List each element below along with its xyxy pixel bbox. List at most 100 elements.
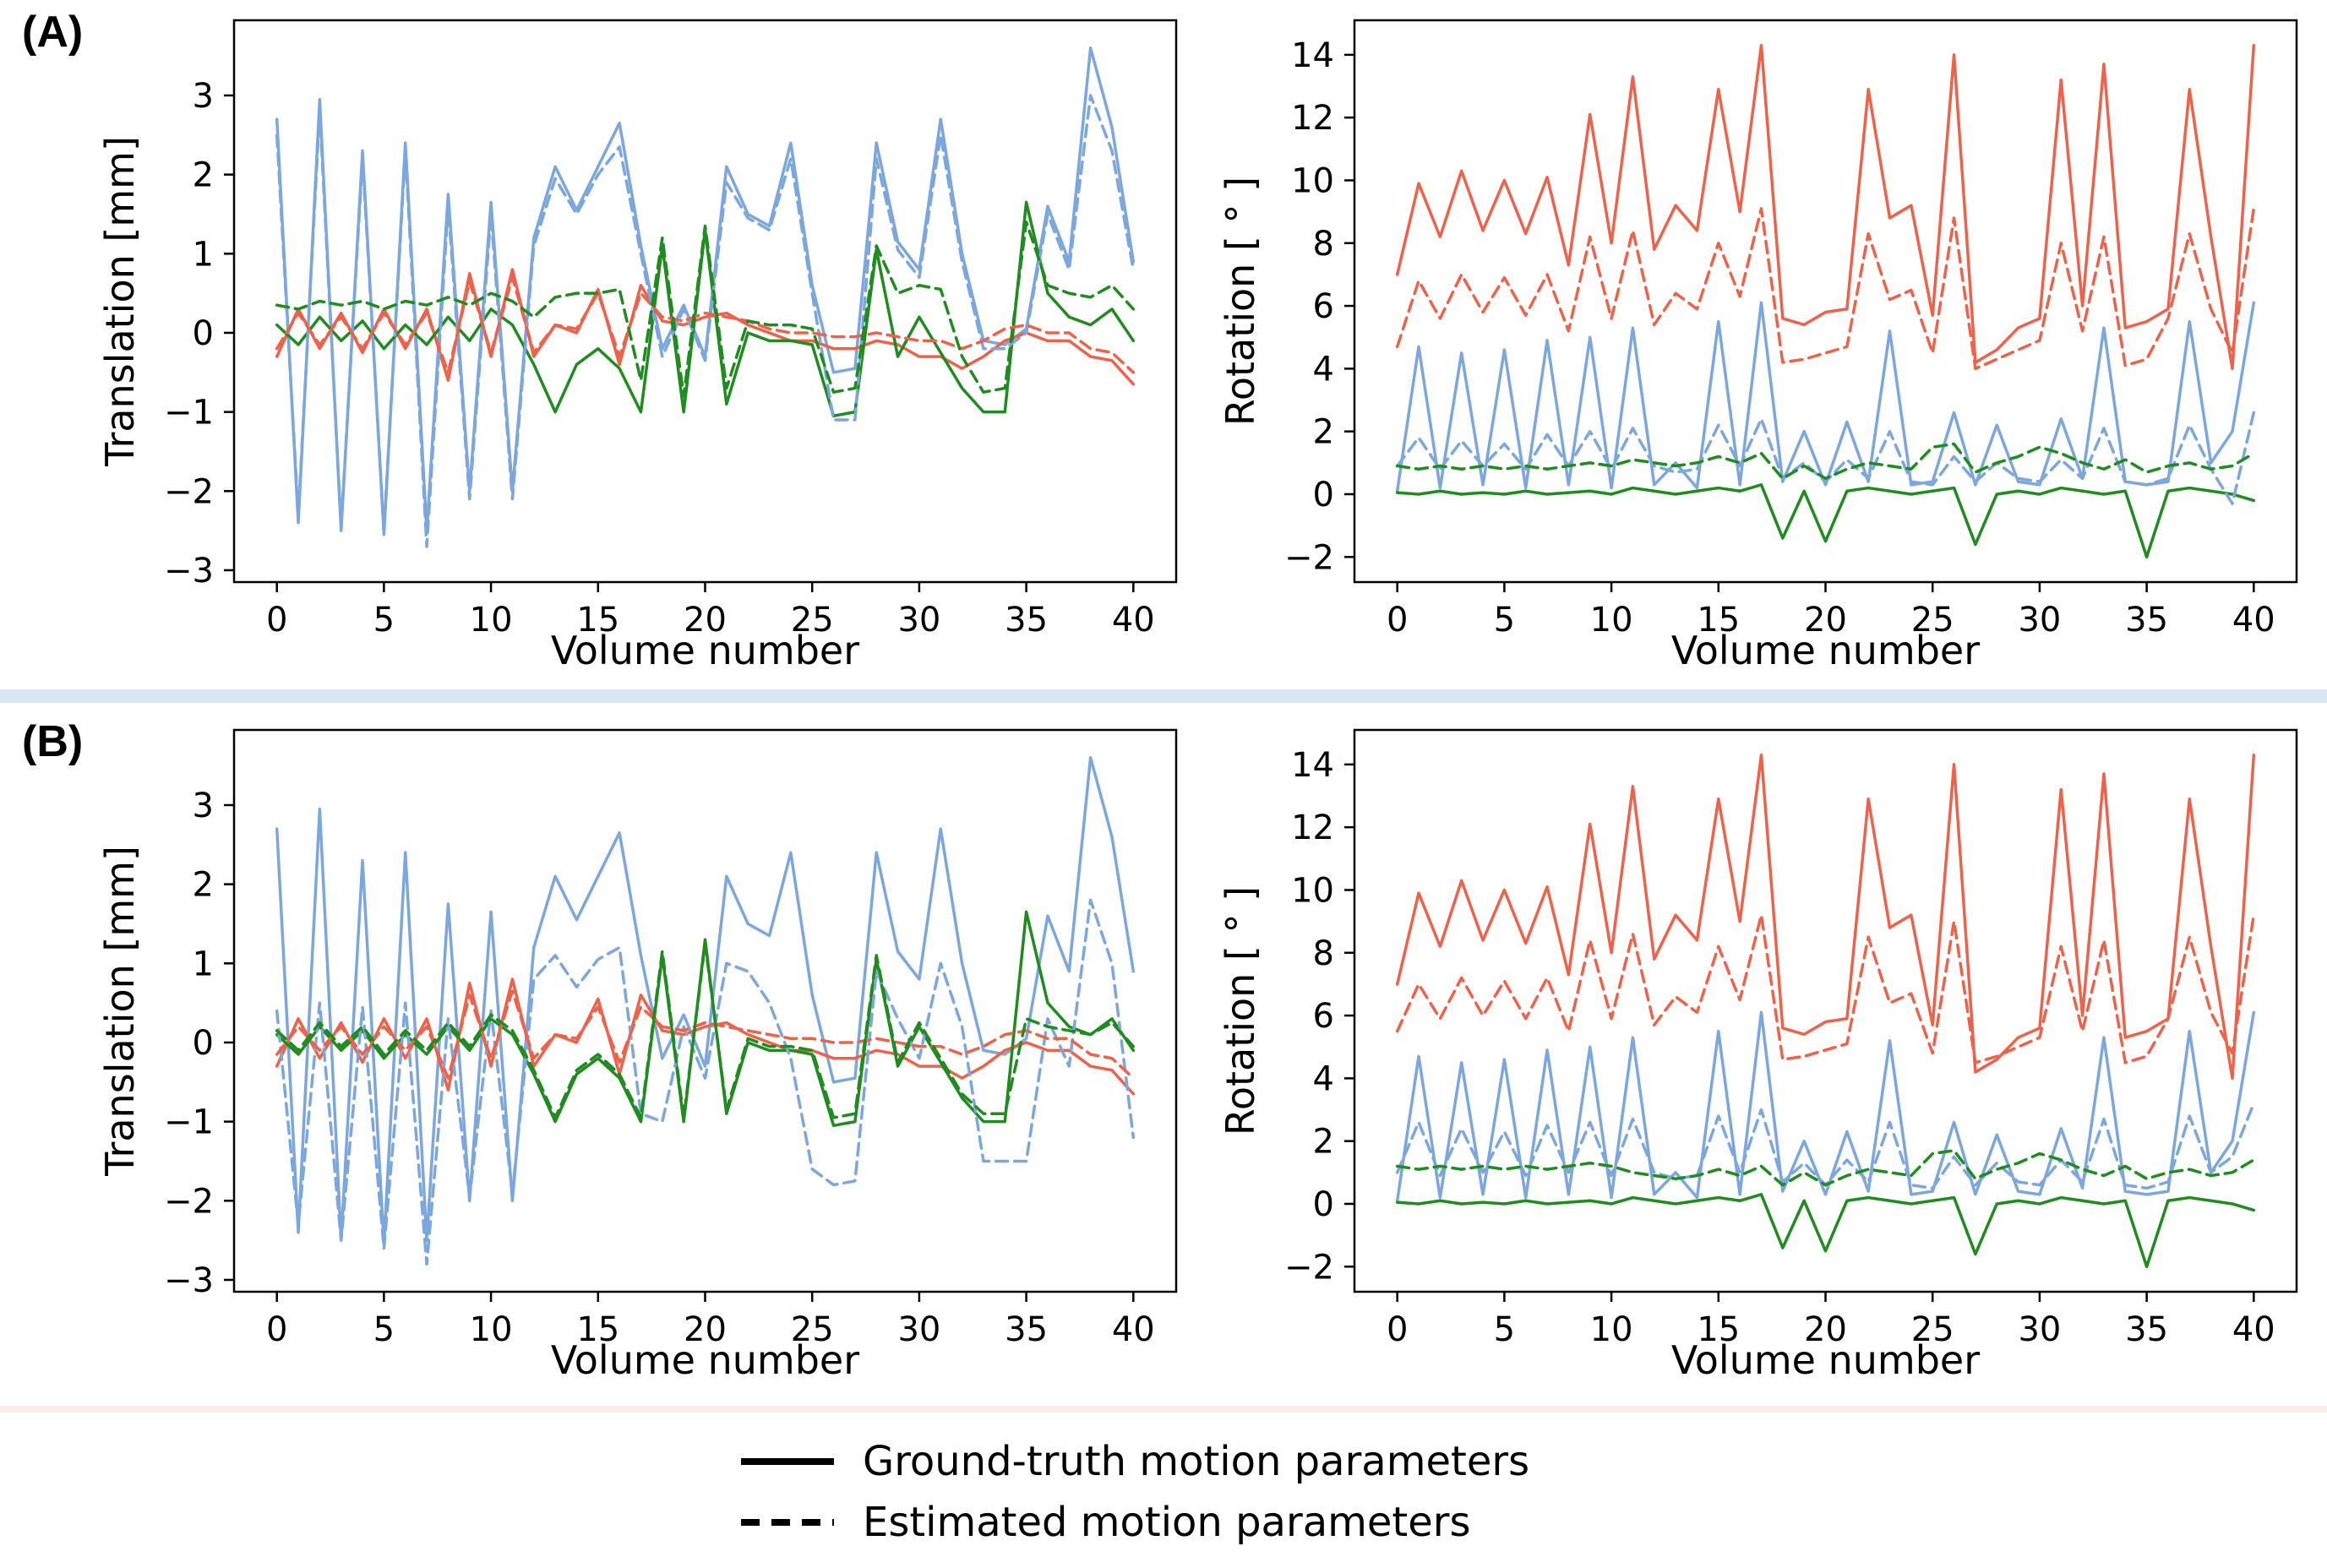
series-red-estimated — [275, 989, 1136, 1080]
series-green-ground-truth — [1395, 483, 2256, 559]
x-tick-label: 10 — [470, 1310, 513, 1349]
x-tick-label: 20 — [1804, 601, 1847, 640]
x-tick-label: 40 — [1112, 601, 1155, 640]
x-axis-label: Volume number — [551, 1337, 859, 1383]
x-tick-label: 35 — [1005, 601, 1048, 640]
rotation-chart-panel-b: 0 5 10 15 20 25 30 35 40 −2 0 2 4 6 8 10 12 14 Volume numb… — [1215, 713, 2313, 1389]
x-tick-label: 0 — [266, 1310, 287, 1349]
y-tick-label: 6 — [1313, 287, 1334, 326]
legend-item-estimated: Estimated motion parameters — [741, 1499, 1586, 1546]
dashed-line-icon — [741, 1519, 834, 1526]
x-tick-label: 10 — [1590, 601, 1633, 640]
x-tick-label: 10 — [470, 601, 513, 640]
y-tick-label: 1 — [193, 945, 214, 983]
chart-canvas: 0 5 10 15 20 25 30 35 40 −2 0 2 4 6 8 10 12 14 Volume numb… — [1218, 19, 2298, 673]
plot-border — [232, 728, 1178, 1293]
x-axis-label: Volume number — [551, 628, 859, 673]
y-tick-label: −1 — [164, 394, 214, 433]
y-tick-label: 14 — [1291, 746, 1334, 785]
legend: Ground-truth motion parameters Estimated… — [0, 1438, 2327, 1546]
x-tick-label: 5 — [1494, 1310, 1515, 1349]
y-tick-label: 10 — [1291, 871, 1334, 910]
translation-chart-panel-a: 0 5 10 15 20 25 30 35 40 −3 −2 −1 0 1 2 3 Volume number T… — [95, 3, 1193, 679]
y-axis-label: Translation [mm] — [97, 846, 143, 1177]
y-tick-label: 2 — [193, 866, 214, 905]
y-tick-label: 14 — [1291, 36, 1334, 75]
series-green-estimated — [1395, 1149, 2256, 1187]
series-red-estimated — [1395, 913, 2256, 1064]
y-tick-label: −2 — [164, 1182, 214, 1221]
plot-border — [1353, 19, 2298, 584]
x-tick-label: 25 — [791, 1310, 834, 1349]
series-blue-estimated — [1395, 411, 2256, 505]
y-tick-label: −3 — [164, 1261, 214, 1300]
bottom-divider-band — [0, 1406, 2327, 1413]
y-tick-label: −3 — [164, 552, 214, 591]
series-green-estimated — [275, 220, 1136, 398]
x-axis-label: Volume number — [1671, 1337, 1980, 1383]
x-tick-label: 5 — [373, 1310, 395, 1349]
x-tick-label: 5 — [1494, 601, 1515, 640]
y-tick-label: 2 — [193, 156, 214, 195]
series-green-ground-truth — [275, 910, 1136, 1128]
x-tick-label: 0 — [266, 601, 287, 640]
y-tick-label: 4 — [1313, 1059, 1334, 1098]
y-tick-label: 2 — [1313, 1123, 1334, 1162]
y-tick-label: 1 — [193, 235, 214, 274]
x-tick-label: 20 — [684, 1310, 727, 1349]
x-tick-label: 20 — [684, 601, 727, 640]
y-tick-label: 8 — [1313, 934, 1334, 973]
series-blue-ground-truth — [275, 756, 1136, 1246]
legend-label-ground-truth: Ground-truth motion parameters — [863, 1438, 1530, 1485]
y-tick-label: 6 — [1313, 997, 1334, 1036]
y-tick-label: 4 — [1313, 350, 1334, 389]
plot-border — [232, 19, 1178, 584]
y-tick-label: 3 — [193, 787, 214, 825]
y-tick-label: 12 — [1291, 808, 1334, 847]
x-tick-label: 15 — [1697, 601, 1740, 640]
x-tick-label: 35 — [1005, 1310, 1048, 1349]
y-tick-label: 3 — [193, 77, 214, 116]
chart-canvas: 0 5 10 15 20 25 30 35 40 −3 −2 −1 0 1 2 3 Volume number T… — [97, 19, 1178, 673]
x-axis-label: Volume number — [1671, 628, 1980, 673]
y-tick-label: 0 — [1313, 1185, 1334, 1224]
series-green-ground-truth — [1395, 1193, 2256, 1269]
x-tick-label: 30 — [2018, 601, 2061, 640]
y-tick-label: 8 — [1313, 225, 1334, 264]
y-tick-label: 10 — [1291, 161, 1334, 200]
series-blue-ground-truth — [1395, 301, 2256, 493]
x-tick-label: 15 — [1697, 1310, 1740, 1349]
series-blue-estimated — [275, 94, 1136, 548]
x-tick-label: 40 — [2232, 1310, 2275, 1349]
y-tick-label: −2 — [1284, 1248, 1334, 1287]
y-tick-label: 12 — [1291, 99, 1334, 138]
x-tick-label: 25 — [791, 601, 834, 640]
x-tick-label: 10 — [1590, 1310, 1633, 1349]
x-tick-label: 0 — [1387, 1310, 1408, 1349]
x-tick-label: 40 — [2232, 601, 2275, 640]
y-axis-label: Translation [mm] — [97, 136, 143, 467]
chart-canvas: 0 5 10 15 20 25 30 35 40 −2 0 2 4 6 8 10 12 14 Volume numb… — [1218, 728, 2298, 1383]
series-green-estimated — [275, 942, 1136, 1119]
series-red-ground-truth — [1395, 43, 2256, 371]
y-axis-label: Rotation [ ° ] — [1218, 177, 1263, 426]
x-tick-label: 5 — [373, 601, 395, 640]
x-tick-label: 25 — [1911, 1310, 1954, 1349]
y-tick-label: −2 — [1284, 538, 1334, 577]
x-tick-label: 35 — [2125, 601, 2168, 640]
y-tick-label: −2 — [164, 472, 214, 511]
series-green-estimated — [1395, 442, 2256, 481]
translation-chart-panel-b: 0 5 10 15 20 25 30 35 40 −3 −2 −1 0 1 2 3 Volume number T… — [95, 713, 1193, 1389]
legend-item-ground-truth: Ground-truth motion parameters — [741, 1438, 1586, 1485]
y-tick-label: 0 — [193, 1024, 214, 1063]
x-tick-label: 15 — [576, 1310, 619, 1349]
x-tick-label: 30 — [897, 601, 940, 640]
series-red-ground-truth — [1395, 753, 2256, 1081]
x-tick-label: 15 — [576, 601, 619, 640]
x-tick-label: 0 — [1387, 601, 1408, 640]
x-tick-label: 25 — [1911, 601, 1954, 640]
y-tick-label: −1 — [164, 1103, 214, 1142]
x-tick-label: 40 — [1112, 1310, 1155, 1349]
rotation-chart-panel-a: 0 5 10 15 20 25 30 35 40 −2 0 2 4 6 8 10 12 14 Volume numb… — [1215, 3, 2313, 679]
y-axis-label: Rotation [ ° ] — [1218, 886, 1263, 1135]
